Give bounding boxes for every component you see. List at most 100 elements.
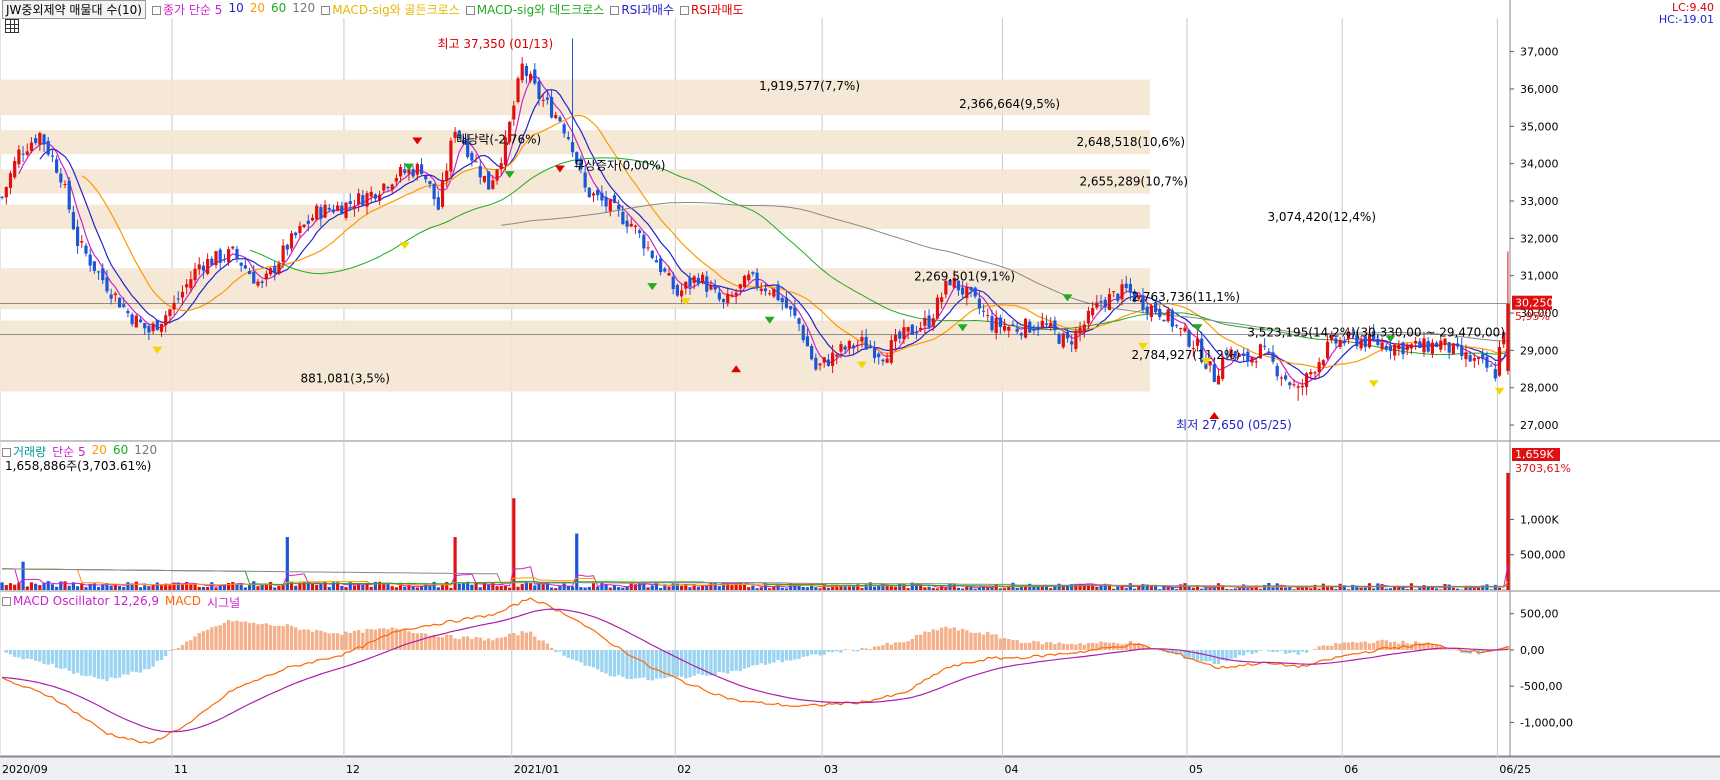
macd-osc-bar	[1028, 642, 1032, 650]
volume-bar	[1284, 587, 1288, 590]
macd-osc-bar	[629, 649, 633, 680]
candle-body	[910, 324, 914, 335]
price-legend-item[interactable]: 20	[250, 1, 265, 18]
volume-legend-item[interactable]: 거래량	[2, 443, 46, 460]
volume-bar	[1112, 588, 1116, 590]
macd-osc-bar	[176, 647, 180, 650]
volume-bar	[851, 585, 856, 590]
volume-bar	[394, 587, 398, 590]
candle-body	[227, 249, 231, 263]
macd-tick-label: 0,00	[1520, 644, 1545, 657]
volume-bar	[646, 587, 650, 590]
volume-bar	[600, 582, 604, 590]
macd-osc-bar	[222, 622, 227, 650]
price-legend-item[interactable]: RSI과매도	[679, 1, 744, 18]
macd-osc-bar	[1204, 649, 1208, 662]
price-legend-item[interactable]: 종가 단순 5	[152, 1, 222, 18]
volume-bar	[231, 582, 235, 590]
candle-body	[1065, 331, 1070, 339]
candle-body	[59, 173, 63, 183]
price-legend-item[interactable]: 60	[271, 1, 286, 18]
macd-osc-bar	[1258, 649, 1263, 651]
candle-body	[948, 279, 952, 286]
macd-osc-bar	[1325, 645, 1330, 650]
volume-profile-bar	[0, 130, 1150, 155]
candle-body	[1049, 322, 1053, 327]
volume-bar	[810, 584, 814, 590]
volume-bar	[868, 582, 872, 590]
candle-body	[419, 164, 424, 175]
macd-osc-bar	[1250, 649, 1254, 655]
candle-body	[1447, 342, 1451, 353]
macd-legend-item[interactable]: MACD Oscillator 12,26,9	[2, 594, 159, 611]
candle-body	[1313, 372, 1317, 374]
volume-bar	[46, 581, 50, 590]
candle-body	[1430, 342, 1434, 354]
macd-osc-bar	[851, 649, 856, 652]
price-legend-item-label: 20	[249, 0, 265, 15]
volume-legend-item[interactable]: 단순 5	[52, 443, 86, 460]
candle-body	[1414, 340, 1418, 344]
macd-legend-item[interactable]: 시그널	[207, 594, 240, 611]
volume-legend-item[interactable]: 120	[134, 443, 157, 460]
macd-osc-bar	[382, 628, 386, 650]
candle-body	[591, 193, 596, 196]
volume-bar	[1074, 583, 1078, 590]
x-tick-label: 04	[1004, 763, 1018, 776]
volume-bar	[470, 584, 474, 590]
candle-body	[159, 323, 164, 332]
candle-body	[210, 258, 214, 266]
volume-bar	[206, 587, 210, 590]
volume-bar	[319, 583, 323, 590]
macd-osc-bar	[617, 649, 621, 676]
macd-osc-bar	[818, 649, 822, 656]
volume-bar	[1476, 587, 1481, 590]
candle-body	[470, 152, 474, 161]
volume-bar	[671, 583, 675, 590]
candle-body	[554, 114, 558, 119]
price-legend-item[interactable]: MACD-sig와 골든크로스	[321, 1, 460, 18]
volume-legend-item[interactable]: 20	[92, 443, 107, 460]
volume-bar	[1204, 588, 1208, 590]
candle-body	[919, 327, 923, 330]
volume-bar	[885, 586, 889, 590]
candle-body	[1489, 365, 1493, 367]
macd-osc-bar	[721, 649, 726, 673]
macd-osc-bar	[566, 649, 571, 658]
price-legend-item[interactable]: RSI과매수	[610, 1, 674, 18]
candle-body	[403, 169, 407, 173]
candle-body	[575, 152, 579, 163]
current-volume-pct-label: 3703,61%	[1515, 462, 1571, 475]
volume-legend-item[interactable]: 60	[113, 443, 128, 460]
candle-body	[319, 207, 323, 219]
legend-box-icon	[610, 5, 620, 15]
volume-bar	[13, 584, 17, 590]
candle-body	[445, 170, 449, 182]
candle-body	[13, 161, 17, 178]
candle-body	[600, 192, 604, 201]
candle-body	[55, 159, 59, 173]
candle-body	[885, 358, 889, 363]
volume-bar	[398, 585, 403, 590]
macd-osc-bar	[1137, 642, 1141, 650]
candle-body	[260, 281, 264, 283]
price-legend-item[interactable]: 10	[228, 1, 243, 18]
volume-bar	[80, 583, 84, 590]
price-legend-item[interactable]: 120	[292, 1, 315, 18]
candle-body	[172, 302, 176, 310]
price-legend-item-label: RSI과매수	[621, 2, 674, 17]
macd-osc-bar	[864, 648, 868, 650]
grid-icon[interactable]	[5, 19, 19, 33]
volume-bar	[1426, 586, 1430, 590]
volume-bar	[1065, 585, 1070, 590]
macd-legend-item[interactable]: MACD	[165, 594, 201, 611]
price-legend-item[interactable]: MACD-sig와 데드크로스	[465, 1, 604, 18]
volume-bar	[1053, 585, 1057, 590]
volume-bar	[931, 587, 935, 590]
candle-body	[659, 258, 663, 273]
candle-body	[25, 151, 29, 155]
macd-osc-bar	[390, 627, 394, 650]
macd-osc-bar	[252, 622, 256, 650]
chart-title[interactable]: JW중외제약 매물대 수(10)	[2, 0, 146, 19]
